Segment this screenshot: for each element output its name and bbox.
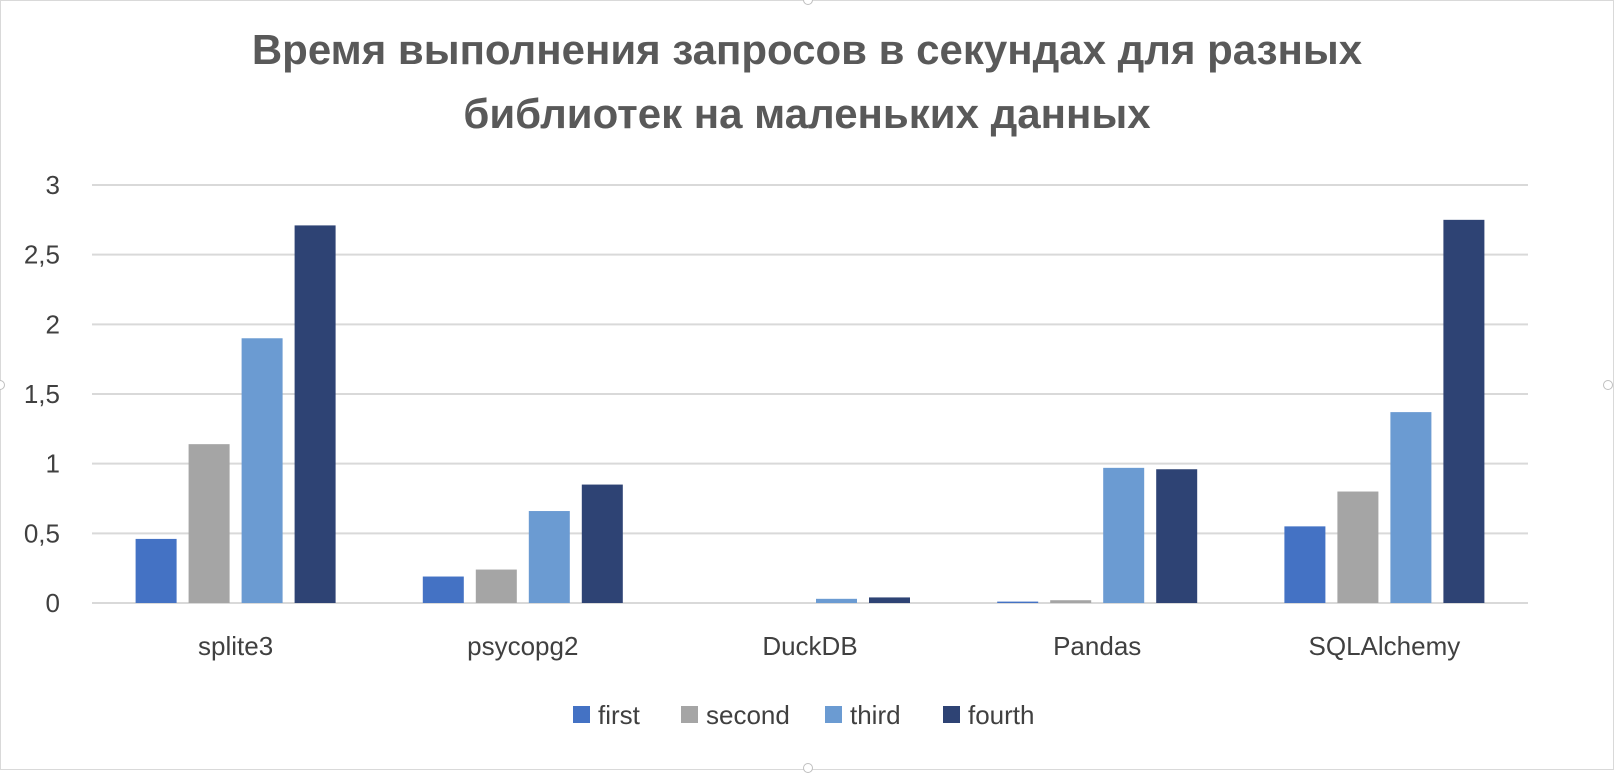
bar-first-psycopg2 (422, 576, 464, 603)
chart-title-line-1: Время выполнения запросов в секундах для… (252, 26, 1363, 73)
bar-third-splite3 (241, 338, 283, 603)
y-tick-label: 3 (46, 170, 60, 200)
legend: first second third fourth (573, 700, 1035, 730)
bar-fourth-DuckDB (869, 597, 910, 603)
y-tick-label: 2 (46, 309, 60, 339)
x-tick-label: SQLAlchemy (1309, 631, 1461, 661)
legend-label-second: second (706, 700, 790, 730)
chart-title-line-2: библиотек на маленьких данных (463, 90, 1151, 137)
bar-fourth-psycopg2 (581, 484, 623, 603)
bar-third-psycopg2 (528, 511, 570, 603)
y-axis-ticks: 0 0,5 1 1,5 2 2,5 3 (24, 170, 60, 618)
x-tick-label: psycopg2 (467, 631, 578, 661)
bar-second-splite3 (188, 444, 230, 603)
bar-third-SQLAlchemy (1390, 412, 1432, 603)
bar-third-DuckDB (816, 598, 857, 603)
x-tick-label: splite3 (198, 631, 273, 661)
bar-first-Pandas (997, 601, 1039, 603)
legend-label-third: third (850, 700, 901, 730)
bars (135, 219, 1485, 604)
resize-handle-right[interactable] (1603, 380, 1613, 390)
y-tick-label: 0 (46, 588, 60, 618)
bar-fourth-splite3 (294, 225, 336, 603)
y-tick-label: 2,5 (24, 240, 60, 270)
bar-second-SQLAlchemy (1337, 491, 1379, 603)
legend-label-first: first (598, 700, 641, 730)
legend-swatch-fourth (943, 706, 960, 723)
y-tick-label: 1 (46, 449, 60, 479)
bar-fourth-SQLAlchemy (1443, 219, 1485, 604)
bar-fourth-Pandas (1156, 469, 1198, 603)
bar-first-SQLAlchemy (1284, 526, 1326, 603)
legend-swatch-second (681, 706, 698, 723)
bar-second-psycopg2 (475, 569, 517, 603)
x-axis-ticks: splite3 psycopg2 DuckDB Pandas SQLAlchemy (198, 631, 1460, 661)
x-tick-label: Pandas (1053, 631, 1141, 661)
bar-third-Pandas (1103, 467, 1145, 603)
bar-first-splite3 (135, 538, 177, 603)
bar-second-Pandas (1050, 600, 1092, 603)
legend-swatch-first (573, 706, 590, 723)
y-tick-label: 0,5 (24, 518, 60, 548)
legend-label-fourth: fourth (968, 700, 1035, 730)
legend-swatch-third (825, 706, 842, 723)
x-tick-label: DuckDB (762, 631, 857, 661)
y-tick-label: 1,5 (24, 379, 60, 409)
